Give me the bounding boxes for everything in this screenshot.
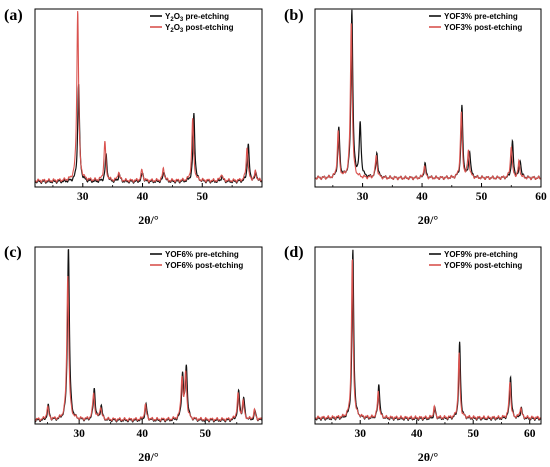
x-tick-label: 40 xyxy=(137,191,149,203)
plot-frame xyxy=(314,8,542,188)
x-tick-label: 60 xyxy=(535,191,547,203)
series-line-post-etching xyxy=(35,276,262,422)
plot-frame xyxy=(34,246,263,425)
panel-label: (c) xyxy=(4,244,22,261)
x-tick-label: 30 xyxy=(77,191,89,203)
plot-frame xyxy=(314,246,542,425)
series-line-pre-etching xyxy=(315,249,541,422)
x-axis-label: 2θ/° xyxy=(418,213,439,227)
x-tick-label: 30 xyxy=(73,428,85,440)
x-tick-label: 50 xyxy=(467,428,479,440)
legend-entry: YOF6% pre-etching xyxy=(165,250,239,259)
panel-b: 30 40 50 60 2θ/° (b) YOF3% pre-etching YOF3% po… xyxy=(284,7,547,227)
x-tick-label: 30 xyxy=(354,428,366,440)
x-axis-label: 2θ/° xyxy=(138,213,159,227)
legend-entry: Y2O3 post-etching xyxy=(165,23,234,34)
x-tick-label: 30 xyxy=(357,191,369,203)
x-tick-label: 40 xyxy=(411,428,423,440)
plot-frame xyxy=(34,8,263,188)
series-line-pre-etching xyxy=(35,84,262,185)
x-axis-label: 2θ/° xyxy=(138,450,159,464)
x-tick-label: 60 xyxy=(524,428,536,440)
series-line-post-etching xyxy=(35,11,262,184)
x-tick-label: 50 xyxy=(476,191,488,203)
series-line-post-etching xyxy=(315,258,541,421)
legend-entry: YOF6% post-etching xyxy=(165,261,243,270)
panel-c: 30 40 50 2θ/° (c) YOF6% pre-etching YOF6% post… xyxy=(4,244,263,464)
x-tick-label: 50 xyxy=(200,428,212,440)
panel-label: (a) xyxy=(4,7,23,24)
legend-entry: Y2O3 pre-etching xyxy=(165,12,229,23)
panel-d: 30 40 50 60 2θ/° (d) YOF9% pre-etching YOF9% po… xyxy=(284,244,542,464)
legend-entry: YOF9% pre-etching xyxy=(444,250,518,259)
legend-entry: YOF9% post-etching xyxy=(444,261,522,270)
legend-entry: YOF3% pre-etching xyxy=(444,12,518,21)
x-tick-label: 50 xyxy=(197,191,209,203)
x-tick-label: 40 xyxy=(136,428,148,440)
series-line-post-etching xyxy=(315,23,541,181)
panel-label: (b) xyxy=(284,7,304,24)
x-axis-label: 2θ/° xyxy=(418,450,439,464)
legend-entry: YOF3% post-etching xyxy=(444,23,522,32)
panel-label: (d) xyxy=(284,244,304,261)
x-tick-label: 40 xyxy=(416,191,428,203)
